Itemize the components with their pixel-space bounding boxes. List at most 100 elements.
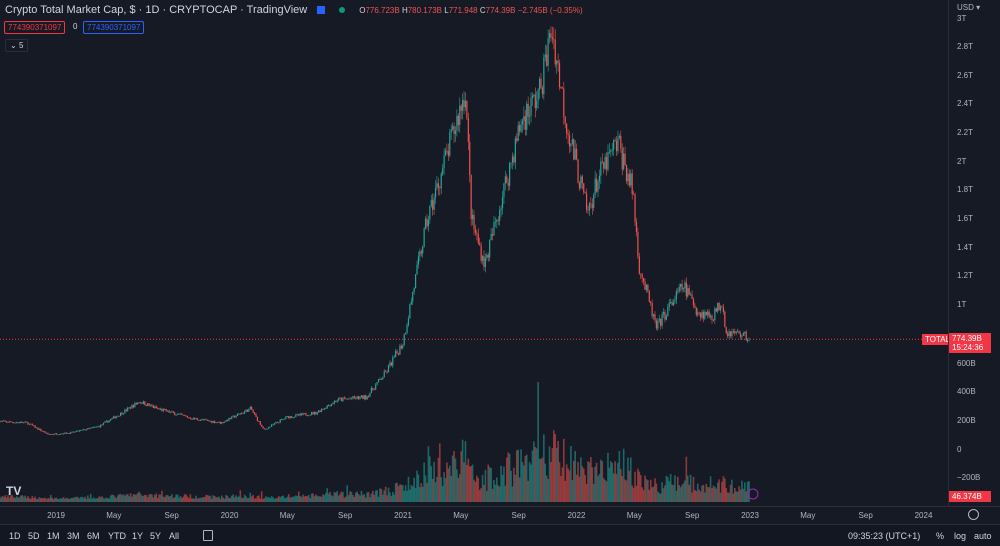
candle-body xyxy=(553,39,555,41)
volume-bar xyxy=(25,497,28,502)
volume-bar xyxy=(608,467,611,502)
price-chart-svg[interactable] xyxy=(0,0,948,506)
volume-bar xyxy=(183,494,186,502)
volume-bar xyxy=(310,493,313,502)
goto-date-icon[interactable] xyxy=(203,530,213,541)
currency-selector[interactable]: USD ▾ xyxy=(957,3,981,12)
volume-bar xyxy=(277,496,280,502)
range-1y[interactable]: 1Y xyxy=(132,531,144,541)
volume-bar xyxy=(320,496,323,502)
volume-bar xyxy=(585,483,588,502)
range-5y[interactable]: 5Y xyxy=(150,531,162,541)
percent-toggle[interactable]: % xyxy=(936,531,945,541)
candle-body xyxy=(426,218,428,227)
candle-body xyxy=(402,345,404,349)
volume-bar xyxy=(437,457,440,502)
candle-body xyxy=(509,163,511,186)
range-all[interactable]: All xyxy=(169,531,180,541)
price-axis[interactable]: USD ▾ 3T 2.8T 2.6T 2.4T 2.2T 2T 1.8T 1.6T 1.4T 1.… xyxy=(948,0,1000,506)
volume-bar xyxy=(676,476,679,502)
volume-bar xyxy=(299,495,301,502)
chart-pane[interactable]: Crypto Total Market Cap, $ · 1D · CRYPTO… xyxy=(0,0,954,506)
volume-bar xyxy=(222,497,225,502)
candle-body xyxy=(92,427,95,428)
volume-bar xyxy=(572,461,575,502)
candle-body xyxy=(470,174,472,220)
auto-toggle[interactable]: auto xyxy=(974,531,992,541)
time-tick: Sep xyxy=(338,511,353,520)
candle-body xyxy=(367,396,370,398)
candle-body xyxy=(87,428,89,430)
candle-body xyxy=(741,335,743,337)
events-icon[interactable] xyxy=(747,488,759,500)
volume-bar xyxy=(105,497,108,502)
buy-button[interactable]: 774390371097 xyxy=(83,21,145,34)
range-6m[interactable]: 6M xyxy=(87,531,100,541)
volume-bar xyxy=(679,487,682,502)
range-5d[interactable]: 5D xyxy=(28,531,40,541)
candle-body xyxy=(638,256,640,274)
volume-bar xyxy=(178,497,180,502)
volume-bar xyxy=(336,491,339,502)
volume-bar xyxy=(714,486,716,502)
volume-bar xyxy=(243,494,246,502)
range-3m[interactable]: 3M xyxy=(67,531,80,541)
clock[interactable]: 09:35:23 (UTC+1) xyxy=(848,531,921,541)
price-tick: 1.2T xyxy=(957,271,974,280)
candle-body xyxy=(650,301,652,303)
candle-body xyxy=(591,204,593,209)
volume-bar xyxy=(504,485,507,502)
candle-body xyxy=(454,130,457,134)
volume-bar xyxy=(356,491,358,502)
range-1m[interactable]: 1M xyxy=(47,531,60,541)
candle-body xyxy=(731,331,733,337)
candle-body xyxy=(701,311,703,318)
candle-body xyxy=(610,150,612,152)
volume-bar xyxy=(275,498,277,502)
volume-bar xyxy=(175,494,177,502)
volume-bar xyxy=(464,441,467,502)
volume-bar xyxy=(7,495,9,502)
candle-body xyxy=(379,379,381,380)
volume-bar xyxy=(553,430,555,502)
time-axis[interactable]: 2019 May Sep 2020 May Sep 2021 May Sep 2022 May Sep… xyxy=(0,506,1000,524)
volume-bar xyxy=(525,454,528,502)
volume-bar xyxy=(312,493,314,502)
candle-body xyxy=(141,402,143,404)
volume-bar xyxy=(269,498,272,502)
log-toggle[interactable]: log xyxy=(954,531,967,541)
tradingview-logo[interactable]: TV xyxy=(6,484,22,498)
volume-bar xyxy=(520,449,522,502)
volume-bar xyxy=(154,494,156,502)
flag-icon[interactable] xyxy=(317,6,326,14)
candle-body xyxy=(644,281,646,290)
candle-body xyxy=(434,187,437,198)
volume-bar xyxy=(12,497,15,502)
volume-bar xyxy=(555,448,558,502)
volume-bar xyxy=(468,466,471,502)
volume-bar xyxy=(67,498,69,502)
volume-bar xyxy=(334,492,337,502)
candle-body xyxy=(77,430,79,432)
candle-body xyxy=(281,419,283,421)
candle-body xyxy=(583,183,585,193)
sell-button[interactable]: 774390371097 xyxy=(4,21,66,34)
candle-body xyxy=(593,194,595,209)
range-ytd[interactable]: YTD xyxy=(108,531,126,541)
candle-body xyxy=(598,175,601,182)
time-tick: 2021 xyxy=(394,511,412,520)
candle-body xyxy=(37,427,39,430)
candle-body xyxy=(104,421,106,423)
candle-body xyxy=(634,194,636,222)
candle-body xyxy=(405,332,407,335)
symbol-title[interactable]: Crypto Total Market Cap, $ · 1D · CRYPTO… xyxy=(5,4,308,16)
candle-body xyxy=(462,99,464,111)
candle-body xyxy=(647,284,649,292)
candle-body xyxy=(707,311,709,316)
indicators-toggle[interactable]: ⌄ 5 xyxy=(5,39,29,52)
settings-gear-icon[interactable] xyxy=(968,509,979,520)
candle-body xyxy=(211,420,213,423)
candle-body xyxy=(272,424,274,426)
range-1d[interactable]: 1D xyxy=(9,531,21,541)
candle-body xyxy=(309,414,311,416)
